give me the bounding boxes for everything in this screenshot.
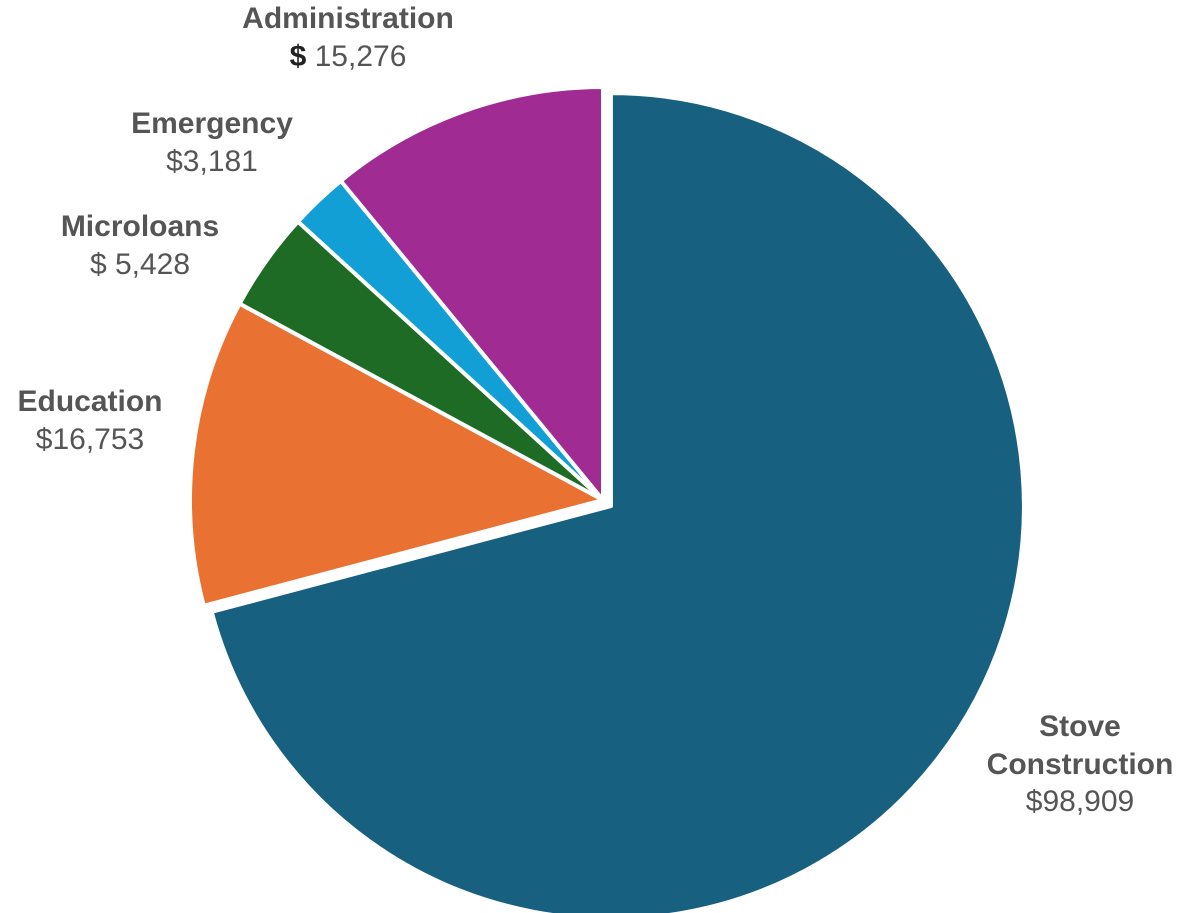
pie-slice-education [188,301,605,608]
slice-value-label: $ 15,276 [289,39,407,73]
slice-category-label: Administration [242,2,454,35]
pie-slices [188,85,1026,913]
data-label-microloans: Microloans $ 5,428 [61,208,219,283]
slice-value-label: $3,181 [166,144,258,178]
data-label-administration: Administration $ 15,276 [242,0,454,75]
data-label-emergency: Emergency $3,181 [131,105,293,180]
slice-category-label: Stove [1039,710,1121,743]
slice-value-label: $ 5,428 [89,247,191,281]
slice-category-label: Education [17,385,163,418]
slice-category-label: Construction [986,747,1174,781]
slice-category-label: Emergency [131,107,293,140]
pie-slice-administration [338,85,605,502]
pie-slice-stove-construction [209,91,1026,913]
data-label-stove-construction: Stove Construction $98,909 [987,708,1174,821]
slice-value-label: $16,753 [35,422,145,456]
data-label-education: Education $16,753 [17,383,162,458]
slice-value-label: $98,909 [1025,785,1135,818]
slice-category-label: Microloans [60,210,220,243]
